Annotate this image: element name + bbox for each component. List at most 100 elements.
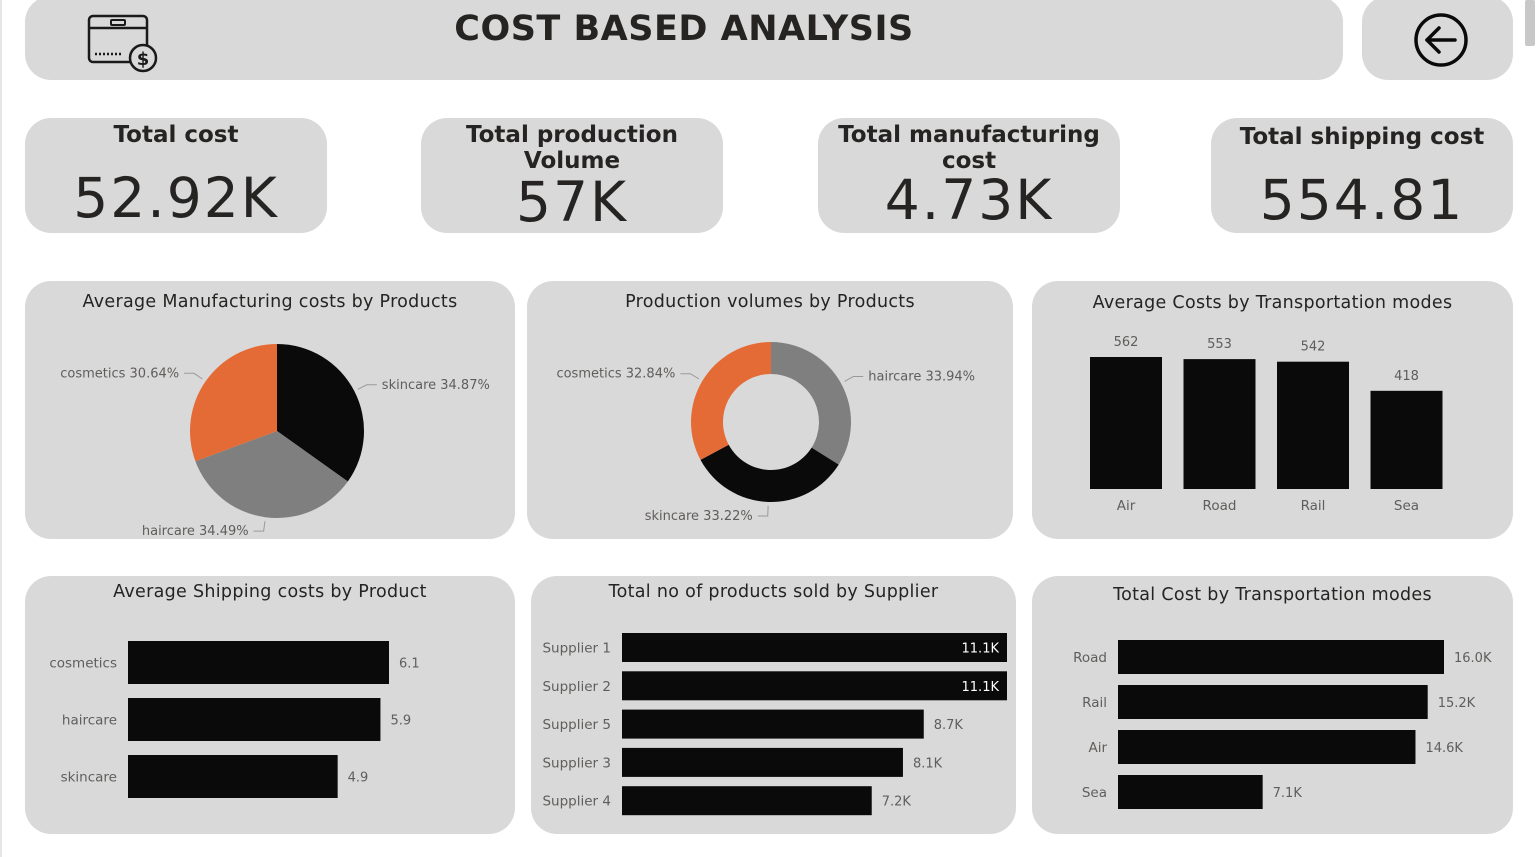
category-label: Supplier 5: [542, 717, 611, 733]
data-label: 11.1K: [962, 642, 1000, 657]
column-chart: 562 Air 553 Road 542 Rail 418 Sea: [1090, 335, 1443, 514]
chart-title: Average Shipping costs by Product: [113, 582, 427, 602]
chart-panel-supplier-sales: Total no of products sold by Supplier Su…: [531, 576, 1016, 834]
donut-chart: haircare 33.94% skincare 33.22% cosmetics …: [556, 342, 975, 524]
category-label: Road: [1203, 498, 1237, 514]
data-label: 7.1K: [1273, 786, 1303, 801]
kpi-label: Total production Volume: [466, 122, 678, 174]
category-label: Air: [1117, 498, 1136, 514]
header-banner: $ COST BASED ANALYSIS: [25, 0, 1343, 80]
bar-Road: [1183, 359, 1256, 489]
data-label: 562: [1114, 335, 1139, 350]
data-label: 6.1: [399, 657, 420, 672]
back-button[interactable]: [1362, 0, 1513, 80]
bar-Road: [1118, 640, 1444, 674]
kpi-label: Total manufacturing cost: [838, 122, 1100, 174]
pie-slice-cosmetics: [190, 344, 277, 462]
data-label: 542: [1301, 340, 1326, 355]
chart-title: Total no of products sold by Supplier: [608, 582, 939, 602]
bar-Supplier-3: [622, 747, 903, 777]
kpi-card-total-shipping-cost: Total shipping cost 554.81: [1211, 118, 1513, 233]
bar-cosmetics: [128, 641, 389, 684]
leader-line: [357, 384, 377, 390]
bar-haircare: [128, 698, 381, 741]
kpi-label: Total cost: [113, 122, 239, 148]
scrollbar-thumb[interactable]: [1525, 0, 1535, 46]
bar-Rail: [1118, 685, 1428, 719]
kpi-card-total-cost: Total cost 52.92K: [25, 118, 327, 233]
chart-panel-avg-shipping-costs: Average Shipping costs by Product cosmet…: [25, 576, 515, 834]
kpi-card-total-production-volume: Total production Volume 57K: [421, 118, 723, 234]
left-edge: [0, 0, 2, 857]
kpi-value: 52.92K: [73, 166, 279, 230]
leader-line: [184, 372, 203, 380]
box-dollar-icon: $: [83, 6, 163, 76]
bar-Supplier-1: [622, 633, 1007, 662]
chart-title: Average Costs by Transportation modes: [1092, 293, 1453, 313]
pie-slice-haircare: [771, 342, 851, 465]
chart-title: Production volumes by Products: [625, 292, 915, 312]
category-label: haircare: [62, 713, 117, 729]
page-title: COST BASED ANALYSIS: [454, 9, 914, 49]
data-label: 14.6K: [1425, 741, 1463, 756]
data-label: 8.7K: [934, 718, 964, 733]
category-label: Supplier 1: [542, 641, 611, 657]
category-label: Air: [1088, 740, 1107, 756]
pie-slice-cosmetics: [691, 342, 771, 460]
data-label: haircare 34.49%: [142, 524, 249, 539]
leader-line: [680, 373, 700, 380]
bar-Supplier-5: [622, 709, 924, 739]
svg-text:$: $: [137, 49, 150, 70]
kpi-value: 4.73K: [884, 168, 1054, 232]
chart-panel-avg-transport-costs: Average Costs by Transportation modes 56…: [1032, 281, 1513, 539]
data-label: 15.2K: [1438, 696, 1476, 711]
data-label: skincare 33.22%: [645, 509, 753, 524]
pie-slice-skincare: [700, 444, 839, 503]
category-label: Sea: [1394, 498, 1419, 514]
bar-chart: Road 16.0K Rail 15.2K Air 14.6K Sea 7.1K: [1073, 640, 1492, 809]
data-label: cosmetics 30.64%: [60, 366, 179, 381]
data-label: 4.9: [348, 771, 369, 786]
category-label: Sea: [1082, 785, 1107, 801]
bar-Supplier-2: [622, 671, 1007, 701]
chart-title: Average Manufacturing costs by Products: [82, 292, 458, 312]
kpi-value: 554.81: [1259, 168, 1465, 232]
category-label: Rail: [1082, 695, 1107, 711]
data-label: 5.9: [390, 714, 411, 729]
category-label: cosmetics: [49, 656, 117, 672]
kpi-value: 57K: [515, 170, 629, 234]
bar-Air: [1118, 730, 1416, 764]
data-label: skincare 34.87%: [382, 378, 490, 393]
bar-Sea: [1370, 390, 1443, 489]
bar-chart: cosmetics 6.1 haircare 5.9 skincare 4.9: [49, 641, 420, 798]
category-label: Road: [1073, 650, 1107, 666]
pie-slice-skincare: [277, 344, 365, 482]
bar-Air: [1090, 357, 1162, 489]
data-label: 16.0K: [1454, 651, 1492, 666]
kpi-label: Total shipping cost: [1239, 124, 1485, 150]
leader-line: [253, 521, 266, 532]
data-label: 8.1K: [913, 756, 943, 771]
data-label: 7.2K: [882, 795, 912, 810]
category-label: Supplier 2: [542, 679, 611, 695]
chart-title: Total Cost by Transportation modes: [1113, 585, 1432, 605]
bar-chart: Supplier 1 11.1K Supplier 2 11.1K Supplier 5…: [542, 633, 1007, 816]
bar-Rail: [1277, 361, 1349, 489]
pie-chart: skincare 34.87% haircare 34.49% cosmetics …: [60, 344, 490, 539]
category-label: skincare: [61, 770, 117, 786]
data-label: cosmetics 32.84%: [556, 367, 675, 382]
arrow-left-circle-icon: [1413, 12, 1469, 68]
chart-panel-total-transport-cost: Total Cost by Transportation modes Road 1…: [1032, 576, 1513, 834]
kpi-card-total-manufacturing-cost: Total manufacturing cost 4.73K: [818, 118, 1120, 233]
pie-slice-haircare: [195, 431, 348, 518]
category-label: Rail: [1301, 498, 1326, 514]
bar-skincare: [128, 755, 338, 798]
data-label: 553: [1207, 337, 1232, 352]
leader-line: [757, 505, 769, 517]
chart-panel-production-donut: Production volumes by Products haircare …: [527, 281, 1013, 539]
data-label: haircare 33.94%: [868, 370, 975, 385]
category-label: Supplier 4: [542, 794, 611, 810]
bar-Supplier-4: [622, 786, 872, 816]
bar-Sea: [1118, 775, 1263, 809]
data-label: 418: [1394, 369, 1419, 384]
